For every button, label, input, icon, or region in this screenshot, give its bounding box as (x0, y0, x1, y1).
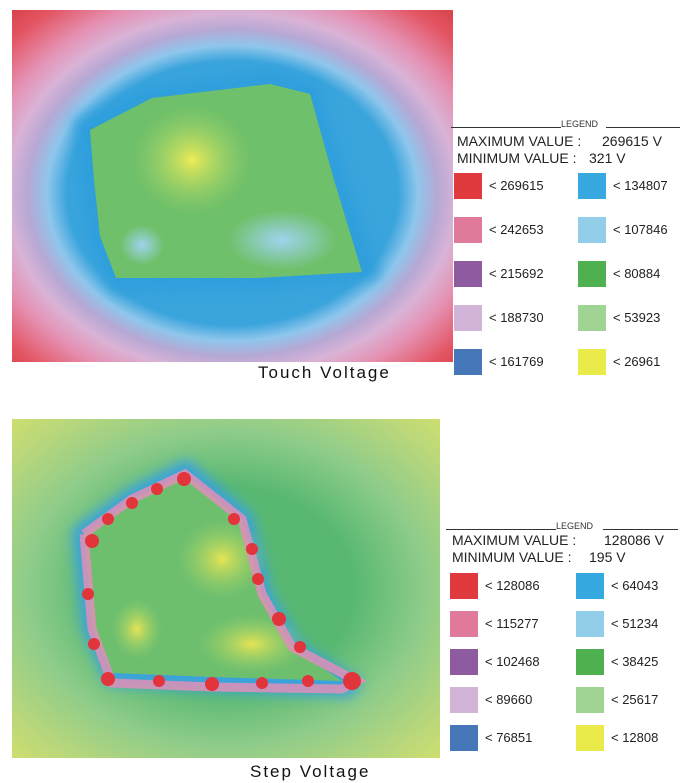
legend-threshold-label: < 80884 (613, 266, 661, 281)
min-label: MINIMUM VALUE : (457, 150, 577, 166)
legend-title: LEGEND (451, 116, 680, 130)
legend-swatch (450, 725, 478, 751)
max-value: 269615 V (602, 133, 662, 149)
touch-voltage-caption: Touch Voltage (258, 363, 391, 382)
min-value: 321 V (589, 150, 626, 166)
legend-swatch (454, 261, 482, 287)
legend-swatch (450, 649, 478, 675)
max-value: 128086 V (604, 532, 664, 548)
min-value: 195 V (589, 549, 626, 565)
legend-swatch (576, 573, 604, 599)
touch-voltage-contour-map (12, 10, 453, 362)
legend-swatch (450, 611, 478, 637)
legend-threshold-label: < 76851 (485, 730, 533, 745)
legend-threshold-label: < 107846 (613, 222, 668, 237)
legend-title: LEGEND (446, 518, 678, 532)
legend-swatch (450, 573, 478, 599)
legend-threshold-label: < 188730 (489, 310, 544, 325)
max-label: MAXIMUM VALUE : (457, 133, 582, 149)
min-label: MINIMUM VALUE : (452, 549, 572, 565)
legend-threshold-label: < 161769 (489, 354, 544, 369)
legend-threshold-label: < 89660 (485, 692, 533, 707)
legend-swatch (578, 217, 606, 243)
legend-threshold-label: < 51234 (611, 616, 659, 631)
legend-threshold-label: < 53923 (613, 310, 661, 325)
legend-swatch (576, 649, 604, 675)
max-value-row: MAXIMUM VALUE : 269615 V (457, 133, 662, 149)
legend-threshold-label: < 25617 (611, 692, 659, 707)
legend-swatch (576, 725, 604, 751)
legend-swatch (578, 261, 606, 287)
legend-swatch (576, 611, 604, 637)
legend-threshold-label: < 64043 (611, 578, 659, 593)
step-voltage-caption: Step Voltage (250, 762, 371, 781)
legend-threshold-label: < 26961 (613, 354, 661, 369)
min-value-row: MINIMUM VALUE : 321 V (457, 150, 626, 166)
legend-swatch (578, 349, 606, 375)
legend-threshold-label: < 115277 (485, 616, 539, 631)
legend-swatch (454, 217, 482, 243)
legend-swatch (578, 305, 606, 331)
legend-threshold-label: < 215692 (489, 266, 544, 281)
legend-threshold-label: < 242653 (489, 222, 544, 237)
min-value-row: MINIMUM VALUE : 195 V (452, 549, 626, 565)
legend-threshold-label: < 12808 (611, 730, 659, 745)
legend-threshold-label: < 269615 (489, 178, 544, 193)
legend-threshold-label: < 128086 (485, 578, 540, 593)
legend-threshold-label: < 38425 (611, 654, 659, 669)
legend-swatch (454, 305, 482, 331)
step-voltage-contour-map (12, 419, 440, 758)
legend-swatch (450, 687, 478, 713)
legend-threshold-label: < 102468 (485, 654, 540, 669)
legend-swatch (454, 173, 482, 199)
max-label: MAXIMUM VALUE : (452, 532, 577, 548)
max-value-row: MAXIMUM VALUE : 128086 V (452, 532, 664, 548)
legend-threshold-label: < 134807 (613, 178, 668, 193)
legend-swatch (454, 349, 482, 375)
legend-swatch (578, 173, 606, 199)
legend-swatch (576, 687, 604, 713)
